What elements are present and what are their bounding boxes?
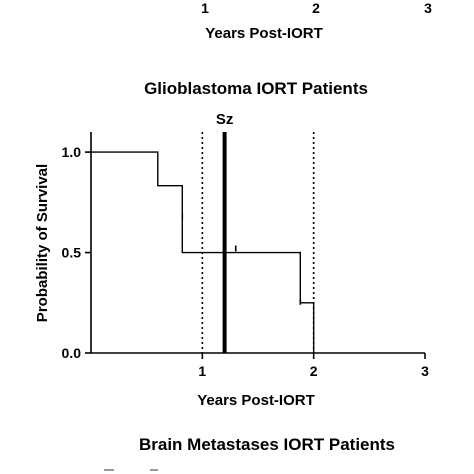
x-tick-label: 3: [421, 363, 429, 379]
y-axis-label: Probability of Survival: [34, 164, 51, 322]
plot-area: 0.0 0.5 1.0 1 2 3 Sz: [62, 111, 430, 379]
chart-title: Glioblastoma IORT Patients: [144, 79, 368, 98]
x-tick-label: 2: [310, 363, 318, 379]
y-tick-label: 0.5: [62, 245, 82, 261]
x-tick-label: 1: [198, 363, 206, 379]
x-axis-label: Years Post-IORT: [197, 392, 315, 409]
top-x-axis-label: Years Post-IORT: [205, 25, 323, 42]
reference-line-label: Sz: [216, 111, 234, 128]
top-x-tick-label: 3: [424, 0, 432, 16]
next-panel-title: Brain Metastases IORT Patients: [139, 435, 395, 454]
next-panel-label-fragment-mark: [104, 469, 114, 471]
top-x-tick-label: 1: [201, 0, 209, 16]
next-panel-label-fragment: [104, 469, 158, 471]
y-tick-label: 1.0: [62, 144, 82, 160]
top-panel-fragment: 1 2 3 Years Post-IORT: [201, 0, 432, 42]
next-panel-label-fragment-mark: [150, 469, 158, 471]
top-x-tick-label: 2: [312, 0, 320, 16]
survival-curve: [91, 151, 315, 353]
y-tick-label: 0.0: [62, 345, 82, 361]
